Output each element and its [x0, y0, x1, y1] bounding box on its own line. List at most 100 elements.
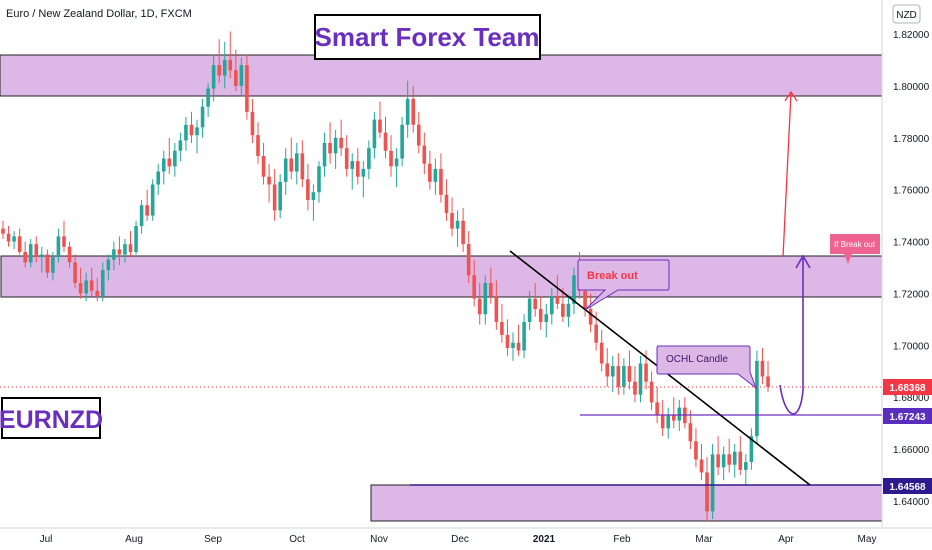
- bear-candle: [34, 236, 39, 263]
- bear-candle: [683, 397, 687, 429]
- bear-candle: [167, 137, 172, 175]
- bear-candle: [245, 54, 249, 120]
- bull-candle: [211, 54, 216, 102]
- time-tick-label: Feb: [613, 534, 631, 545]
- bull-candle: [755, 350, 759, 444]
- bear-candle: [688, 410, 693, 450]
- bear-candle: [67, 241, 72, 268]
- bull-candle: [732, 443, 737, 478]
- bull-candle: [522, 314, 526, 359]
- bear-candle: [234, 49, 238, 92]
- bull-candle: [610, 355, 615, 393]
- upper-resistance-zone: [0, 54, 883, 97]
- ochl-callout: OCHL Candle: [656, 345, 758, 390]
- bull-candle: [744, 454, 748, 486]
- ochl-callout-text: OCHL Candle: [666, 354, 728, 365]
- retest-path-arrow: [779, 254, 811, 415]
- last-price-tag: 1.68368: [883, 379, 932, 395]
- bull-candle: [156, 163, 161, 195]
- breakout-callout-text: Break out: [587, 270, 638, 282]
- price-axis-ticks: 1.82000 1.80000 1.78000 1.76000 1.74000 1.720…: [893, 30, 930, 508]
- bear-candle: [289, 137, 294, 180]
- bull-candle: [550, 288, 554, 325]
- price-tick-label: 1.66000: [893, 445, 930, 456]
- bear-candle: [411, 85, 416, 133]
- time-tick-label: Jul: [40, 534, 53, 545]
- bull-candle: [333, 129, 338, 169]
- bull-candle: [51, 251, 55, 281]
- bear-candle: [555, 275, 560, 310]
- time-tick-label: Aug: [125, 534, 143, 545]
- bull-candle: [721, 446, 726, 481]
- bear-candle: [328, 122, 332, 164]
- bull-candle: [100, 262, 105, 302]
- bull-candle: [317, 161, 321, 203]
- svg-text:1.64568: 1.64568: [889, 482, 926, 493]
- bear-candle: [261, 142, 266, 185]
- bear-candle: [505, 319, 510, 356]
- bear-candle: [272, 168, 277, 221]
- bear-candle: [633, 366, 637, 403]
- bear-candle: [416, 111, 421, 154]
- lower-support-zone: [370, 484, 883, 522]
- time-tick-label: Dec: [451, 534, 469, 545]
- bull-candle: [134, 220, 138, 255]
- currency-badge[interactable]: NZD: [892, 4, 921, 24]
- price-tick-label: 1.82000: [893, 30, 930, 41]
- bear-candle: [344, 135, 349, 177]
- bear-candle: [428, 150, 432, 190]
- bull-candle: [455, 210, 460, 247]
- time-tick-label: Oct: [289, 534, 305, 545]
- bear-candle: [95, 277, 100, 302]
- bull-candle: [483, 275, 488, 325]
- middle-zone: [0, 255, 883, 298]
- bull-candle: [666, 407, 671, 439]
- pair-label: EURNZD: [0, 406, 103, 434]
- bull-candle: [566, 296, 571, 328]
- bull-candle: [511, 332, 515, 361]
- bear-candle: [671, 397, 676, 429]
- bull-candle: [112, 241, 116, 271]
- up-projection-arrow: [782, 90, 798, 258]
- if-breakout-flag-text: If Break out: [834, 240, 876, 249]
- bull-candle: [206, 83, 210, 118]
- bull-candle: [56, 228, 61, 263]
- bear-candle: [300, 140, 305, 188]
- bull-candle: [84, 272, 88, 302]
- price-tick-label: 1.70000: [893, 341, 930, 352]
- bull-candle: [749, 428, 754, 470]
- bear-candle: [627, 350, 632, 390]
- bear-candle: [228, 31, 233, 79]
- bear-candle: [660, 399, 665, 437]
- bull-candle: [28, 238, 33, 268]
- candlestick-series: [1, 31, 770, 522]
- bear-candle: [422, 132, 427, 175]
- bull-candle: [150, 179, 155, 221]
- price-tick-label: 1.64000: [893, 497, 930, 508]
- bull-candle: [161, 150, 166, 185]
- bull-candle: [372, 111, 377, 159]
- time-tick-label: 2021: [533, 534, 556, 545]
- bear-candle: [699, 443, 704, 481]
- bear-candle: [649, 371, 654, 411]
- bull-candle: [200, 98, 205, 138]
- bull-candle: [40, 246, 44, 273]
- time-axis-ticks: Jul Aug Sep Oct Nov Dec 2021 Feb Mar Apr May: [40, 534, 877, 545]
- bull-candle: [123, 238, 127, 263]
- bull-candle: [12, 231, 16, 250]
- bear-candle: [45, 249, 50, 278]
- svg-text:1.67243: 1.67243: [889, 412, 926, 423]
- bear-candle: [73, 254, 77, 289]
- bear-candle: [616, 353, 621, 395]
- bear-candle: [256, 122, 260, 164]
- bear-candle: [439, 153, 443, 203]
- bear-candle: [378, 101, 382, 138]
- bull-candle: [622, 358, 626, 395]
- level-price-tag: 1.67243: [883, 408, 932, 424]
- breakout-callout: Break out: [577, 259, 670, 311]
- bear-candle: [189, 111, 194, 143]
- time-tick-label: May: [858, 534, 877, 545]
- price-tick-label: 1.78000: [893, 134, 930, 145]
